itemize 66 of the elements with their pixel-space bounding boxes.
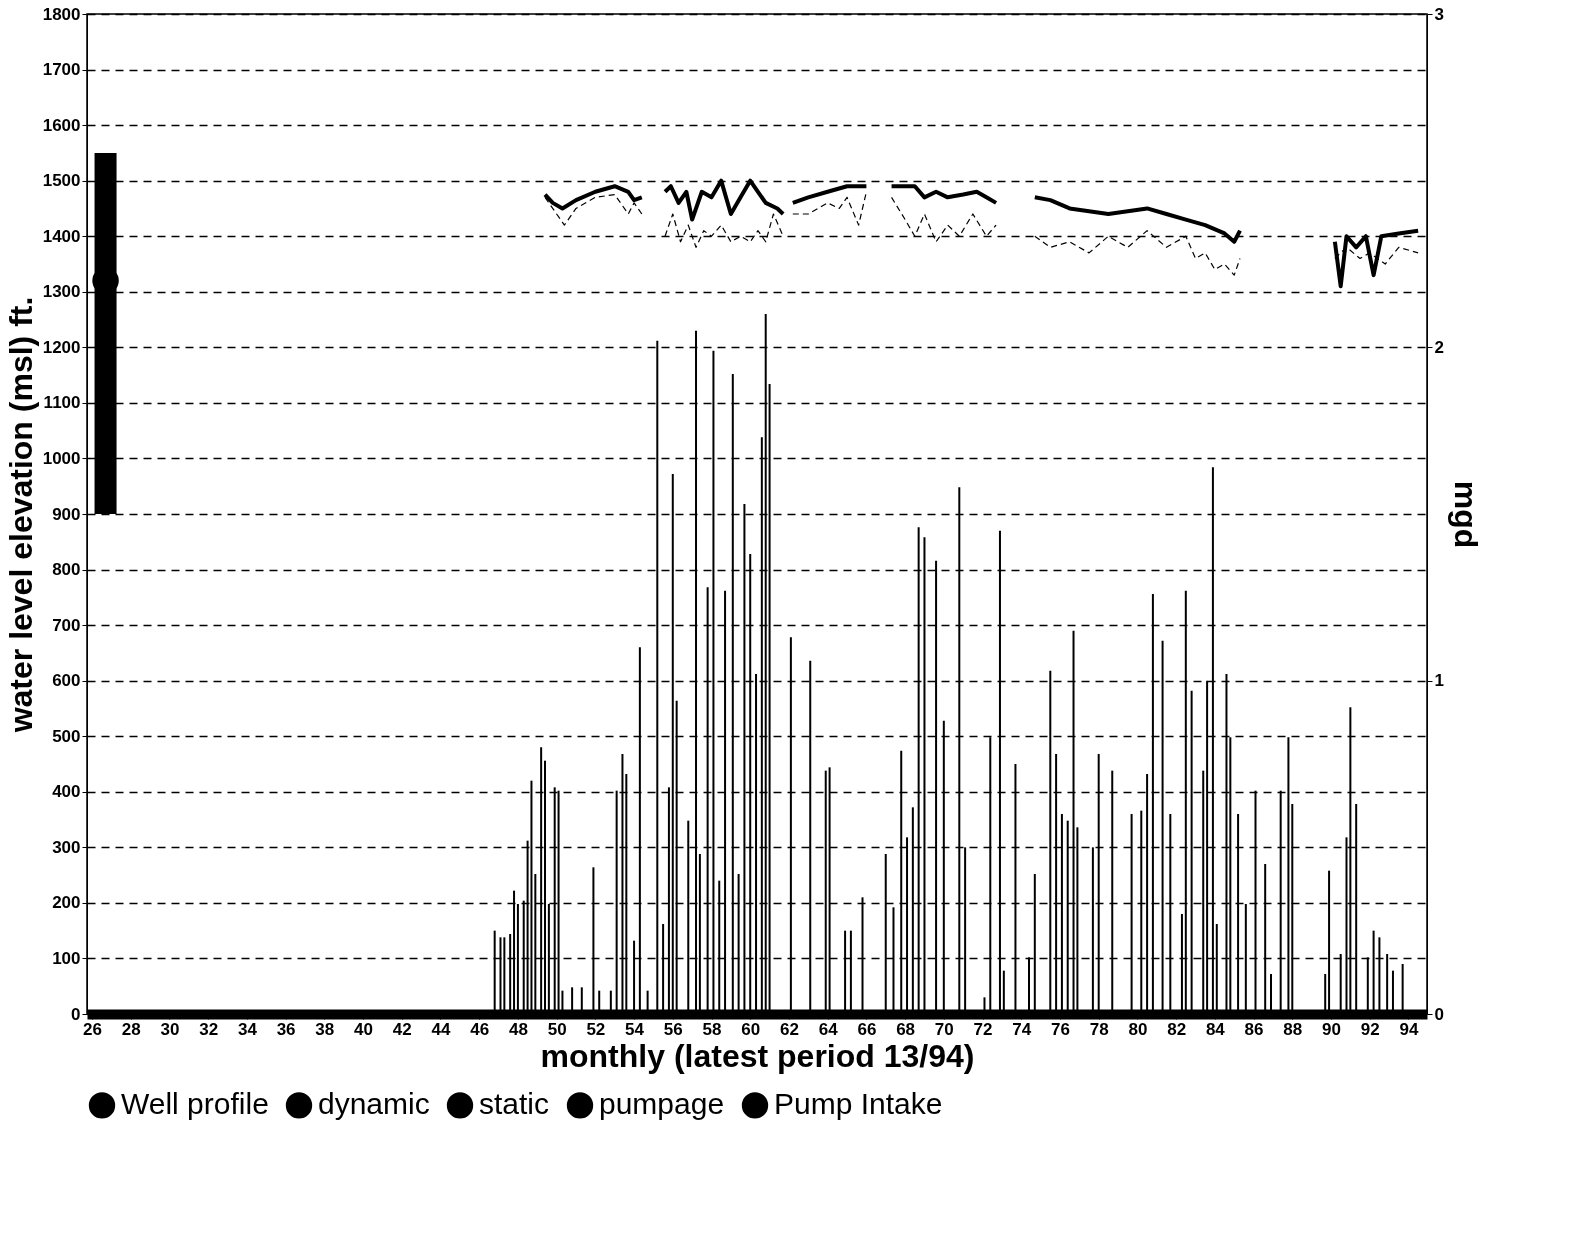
x-tick-label: 84 — [1205, 1019, 1226, 1039]
x-tick-label: 32 — [199, 1019, 219, 1039]
y-tick-label: 100 — [52, 948, 81, 968]
y2-axis-title: mgd — [1447, 480, 1484, 549]
y-tick-label: 1300 — [42, 282, 81, 302]
x-tick-label: 48 — [508, 1019, 528, 1039]
x-tick-label: 86 — [1244, 1019, 1264, 1039]
y-tick-label: 400 — [52, 782, 81, 802]
x-tick-label: 72 — [973, 1019, 993, 1039]
y-tick-label: 1600 — [42, 115, 81, 135]
x-tick-label: 56 — [663, 1019, 683, 1039]
x-tick-label: 80 — [1128, 1019, 1148, 1039]
y-tick-label: 1700 — [42, 60, 81, 80]
legend-label: dynamic — [318, 1087, 430, 1121]
legend-label: Pump Intake — [774, 1087, 943, 1121]
y-tick-label: 700 — [52, 615, 81, 635]
x-tick-label: 46 — [470, 1019, 490, 1039]
x-tick-label: 60 — [741, 1019, 761, 1039]
y-tick-label: 900 — [52, 504, 81, 524]
y-tick-label: 1200 — [42, 337, 81, 357]
y-tick-label: 200 — [52, 893, 81, 913]
x-tick-label: 90 — [1322, 1019, 1341, 1039]
x-tick-label: 28 — [121, 1019, 141, 1039]
y-tick-label: 800 — [52, 560, 81, 580]
x-tick-label: 26 — [83, 1019, 102, 1039]
x-tick-label: 70 — [934, 1019, 954, 1039]
x-tick-label: 42 — [392, 1019, 412, 1039]
x-tick-label: 54 — [625, 1019, 645, 1039]
x-tick-label: 36 — [276, 1019, 296, 1039]
x-tick-label: 30 — [160, 1019, 180, 1039]
x-tick-label: 94 — [1399, 1019, 1419, 1039]
y-tick-label: 1500 — [42, 171, 81, 191]
x-tick-label: 62 — [779, 1019, 799, 1039]
x-tick-label: 82 — [1167, 1019, 1187, 1039]
x-tick-label: 52 — [586, 1019, 606, 1039]
x-tick-label: 64 — [818, 1019, 839, 1039]
x-tick-label: 40 — [354, 1019, 373, 1039]
y-tick-label: 500 — [52, 726, 81, 746]
legend-label: pumpage — [599, 1087, 725, 1121]
y-tick-label: 1800 — [42, 4, 81, 24]
y2-tick-label: 1 — [1434, 671, 1444, 691]
x-tick-label: 66 — [857, 1019, 877, 1039]
y-tick-label: 1100 — [43, 393, 81, 413]
x-tick-label: 74 — [1012, 1019, 1032, 1039]
x-tick-label: 92 — [1360, 1019, 1380, 1039]
legend-label: Well profile — [121, 1087, 269, 1121]
y-tick-label: 1000 — [42, 448, 81, 468]
y-tick-label: 1400 — [42, 226, 81, 246]
x-tick-label: 38 — [315, 1019, 335, 1039]
y-tick-label: 0 — [71, 1004, 81, 1024]
x-tick-label: 50 — [547, 1019, 567, 1039]
y-axis-title: water level elevation (msl) ft. — [2, 296, 39, 734]
x-tick-label: 88 — [1283, 1019, 1303, 1039]
legend-label: static — [479, 1087, 550, 1121]
y-tick-label: 300 — [52, 837, 81, 857]
x-tick-label: 34 — [237, 1019, 258, 1039]
x-axis-title: monthly (latest period 13/94) — [540, 1037, 975, 1074]
x-tick-label: 58 — [702, 1019, 722, 1039]
x-tick-label: 76 — [1051, 1019, 1070, 1039]
x-tick-label: 78 — [1089, 1019, 1109, 1039]
x-tick-label: 44 — [431, 1019, 451, 1039]
y2-tick-label: 2 — [1434, 337, 1444, 357]
y-tick-label: 600 — [52, 671, 81, 691]
y2-tick-label: 3 — [1434, 4, 1444, 24]
x-tick-label: 68 — [896, 1019, 916, 1039]
y2-tick-label: 0 — [1434, 1004, 1444, 1024]
